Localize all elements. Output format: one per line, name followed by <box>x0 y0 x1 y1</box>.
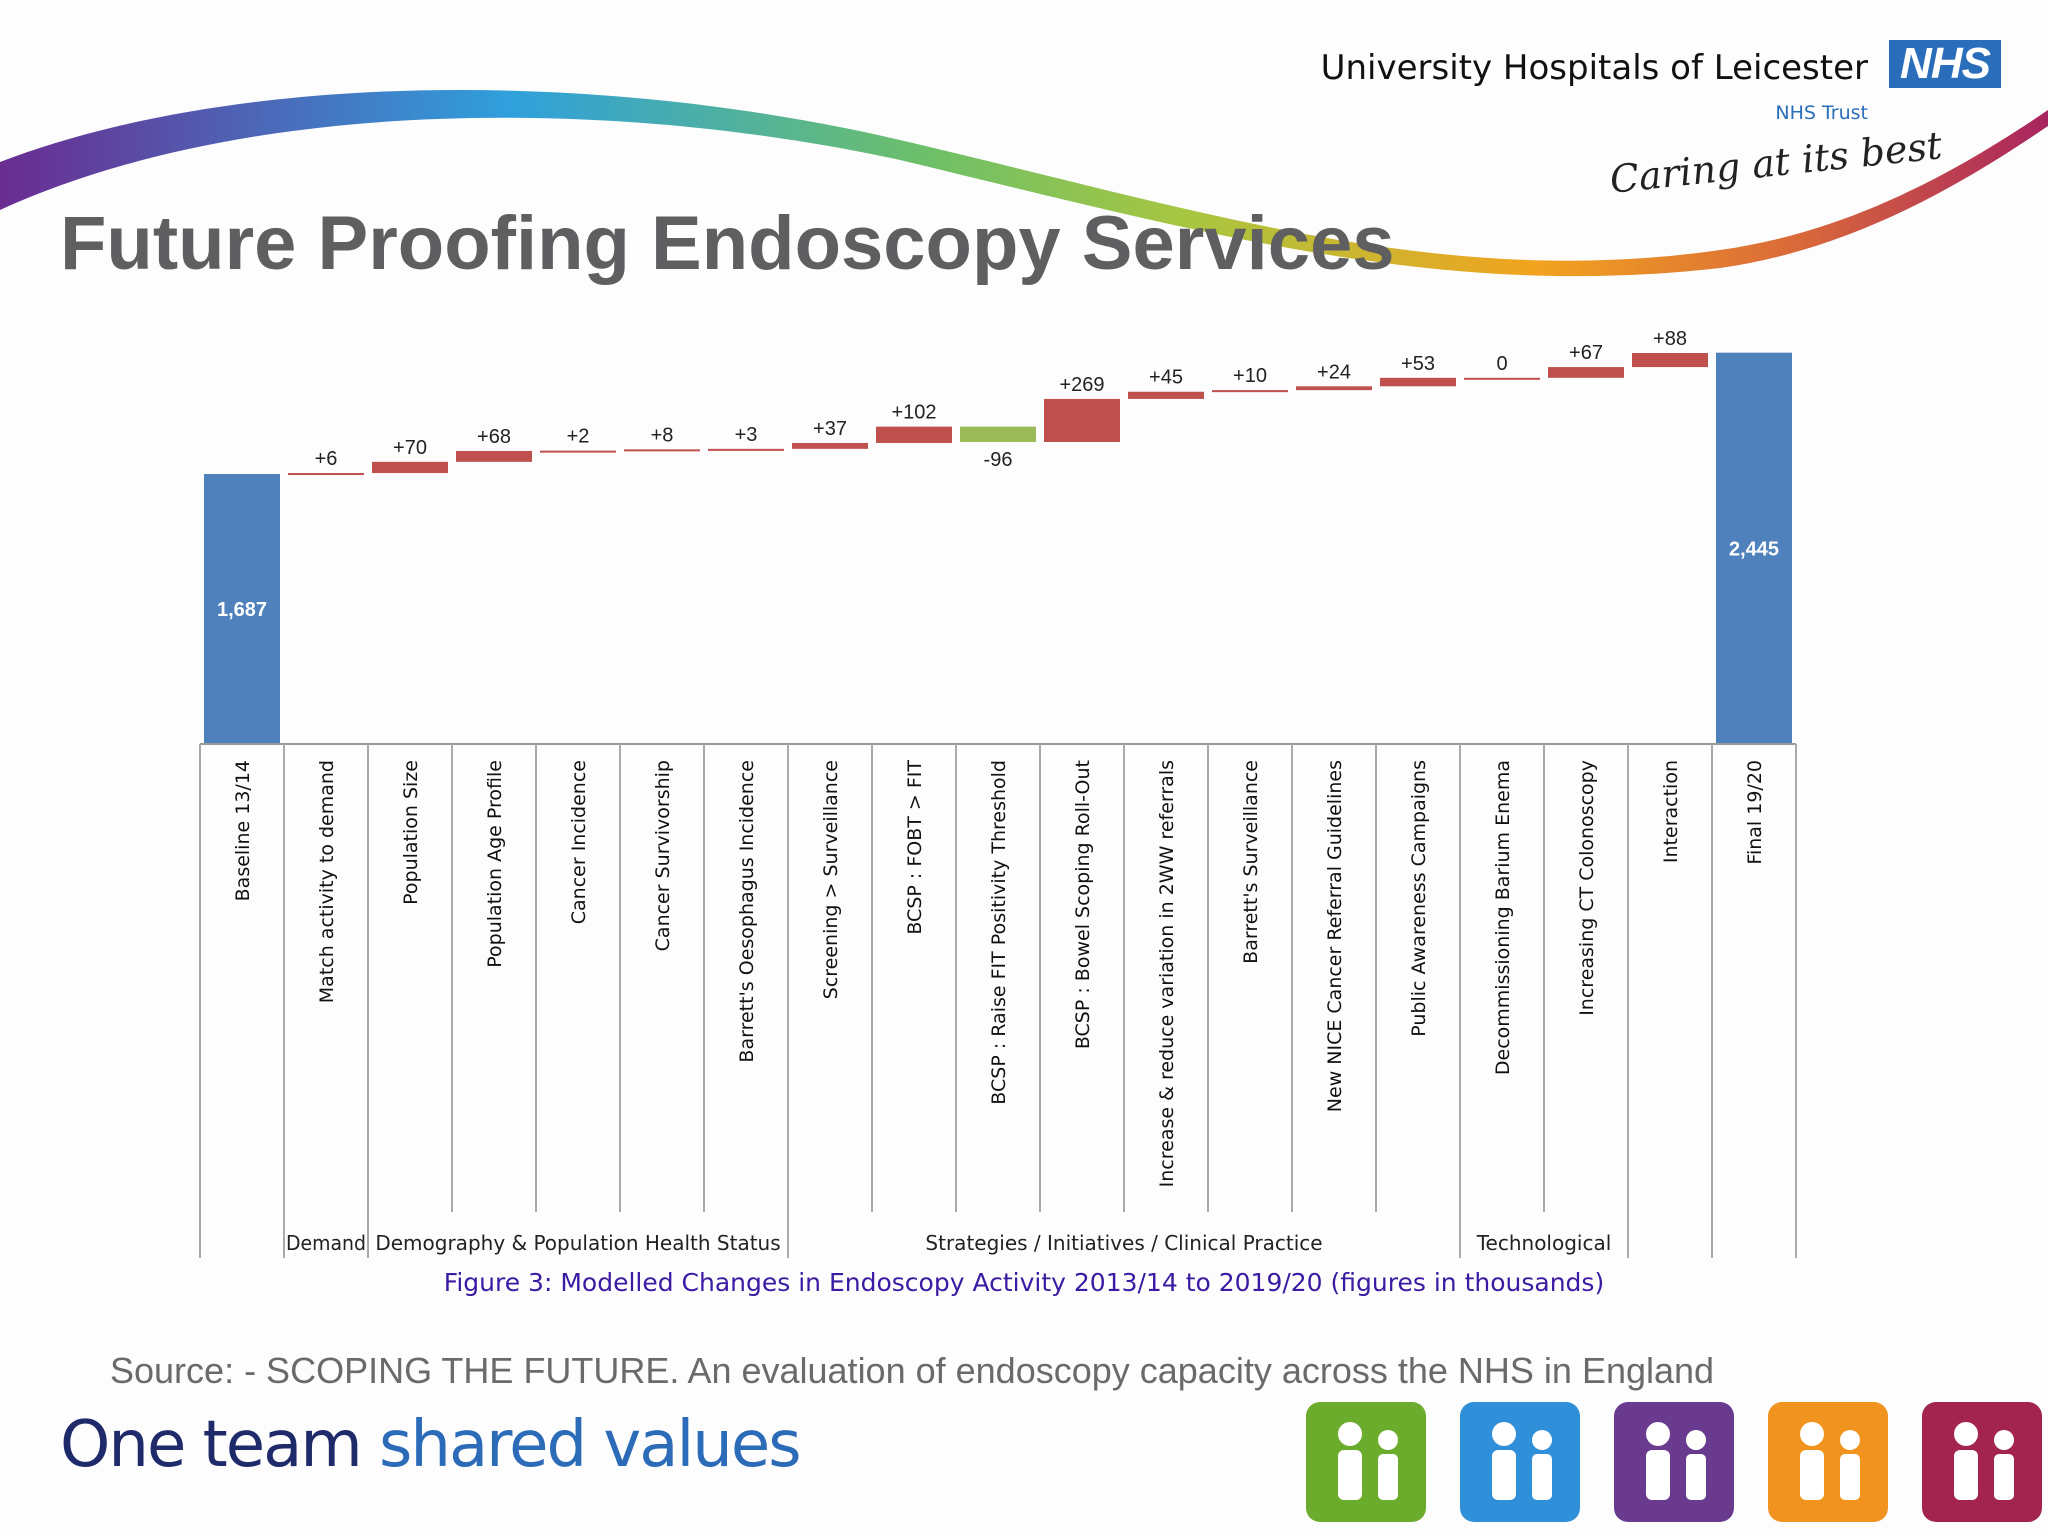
data-label: +269 <box>1059 374 1104 396</box>
category-label: Increase & reduce variation in 2WW refer… <box>1156 760 1178 1187</box>
data-label: +45 <box>1149 367 1183 389</box>
category-label: New NICE Cancer Referral Guidelines <box>1324 760 1346 1112</box>
bar <box>1296 386 1372 391</box>
category-label: Interaction <box>1660 760 1682 863</box>
category-label: Cancer Survivorship <box>652 760 674 951</box>
group-label: Demand <box>286 1231 366 1255</box>
bar <box>960 426 1036 442</box>
category-label: Screening > Surveillance <box>820 760 842 999</box>
category-label: Public Awareness Campaigns <box>1408 760 1430 1037</box>
motto-part-2: shared values <box>379 1408 802 1482</box>
header-swoosh <box>0 89 2048 277</box>
data-label: +8 <box>651 424 674 446</box>
data-label: 0 <box>1496 353 1507 375</box>
bar <box>540 450 616 453</box>
category-label: BCSP : FOBT > FIT <box>904 760 926 935</box>
page-title: Future Proofing Endoscopy Services <box>60 201 1395 286</box>
category-label: Population Size <box>400 760 422 905</box>
bar <box>456 450 532 462</box>
bar <box>1128 391 1204 399</box>
bar <box>708 448 784 451</box>
category-label: Population Age Profile <box>484 760 506 968</box>
data-label: +67 <box>1569 342 1603 364</box>
data-label: +70 <box>393 437 427 459</box>
category-label: BCSP : Raise FIT Positivity Threshold <box>988 760 1010 1105</box>
data-label: +68 <box>477 426 511 448</box>
bar <box>1716 352 1792 744</box>
nhs-logo: NHS <box>1889 40 2001 88</box>
category-label: Baseline 13/14 <box>232 760 254 901</box>
data-label: +3 <box>735 424 758 446</box>
category-label: Final 19/20 <box>1744 760 1766 865</box>
bar <box>372 461 448 474</box>
category-label: BCSP : Bowel Scoping Roll-Out <box>1072 760 1094 1049</box>
category-label: Match activity to demand <box>316 760 338 1003</box>
team-people-icon <box>1306 1402 1426 1522</box>
lightbulb-idea-icon <box>1768 1402 1888 1522</box>
data-label: +37 <box>813 418 847 440</box>
category-label: Barrett's Oesophagus Incidence <box>736 760 758 1063</box>
category-label: Barrett's Surveillance <box>1240 760 1262 964</box>
motto: One team shared values <box>60 1408 802 1482</box>
bar <box>1632 353 1708 368</box>
data-label: +102 <box>891 402 936 424</box>
bar <box>204 474 280 744</box>
group-label: Strategies / Initiatives / Clinical Prac… <box>925 1231 1322 1255</box>
data-label: +53 <box>1401 353 1435 375</box>
data-label: +88 <box>1653 328 1687 350</box>
waterfall-chart: 1,687 Baseline 13/14 +6 Match activity to d… <box>199 328 1797 1258</box>
data-label: -96 <box>984 449 1013 471</box>
bar <box>1044 398 1120 442</box>
data-label: 2,445 <box>1729 538 1779 560</box>
bar <box>1464 377 1540 380</box>
group-label: Demography & Population Health Status <box>375 1231 780 1255</box>
group-label: Technological <box>1476 1231 1612 1255</box>
bar <box>792 442 868 449</box>
trust-name: NHS Trust <box>1775 102 1868 124</box>
figure-caption: Figure 3: Modelled Changes in Endoscopy … <box>443 1268 1605 1297</box>
bar <box>1548 367 1624 378</box>
bar <box>1212 390 1288 393</box>
data-label: +10 <box>1233 365 1267 387</box>
category-label: Increasing CT Colonoscopy <box>1576 760 1598 1016</box>
bar <box>1380 377 1456 387</box>
data-label: +24 <box>1317 361 1351 383</box>
data-label: +2 <box>567 426 590 448</box>
motto-part-1: One team <box>60 1408 363 1482</box>
org-name: University Hospitals of Leicester <box>1320 48 1868 88</box>
bar <box>624 449 700 452</box>
source-note: Source: - SCOPING THE FUTURE. An evaluat… <box>110 1350 1715 1391</box>
data-label: 1,687 <box>217 599 267 621</box>
family-group-icon <box>1922 1402 2042 1522</box>
speech-bubble-icon <box>1460 1402 1580 1522</box>
bar <box>876 426 952 443</box>
magnifier-family-icon <box>1614 1402 1734 1522</box>
category-label: Decommissioning Barium Enema <box>1492 760 1514 1075</box>
category-label: Cancer Incidence <box>568 760 590 924</box>
bar <box>288 473 364 476</box>
data-label: +6 <box>315 448 338 470</box>
